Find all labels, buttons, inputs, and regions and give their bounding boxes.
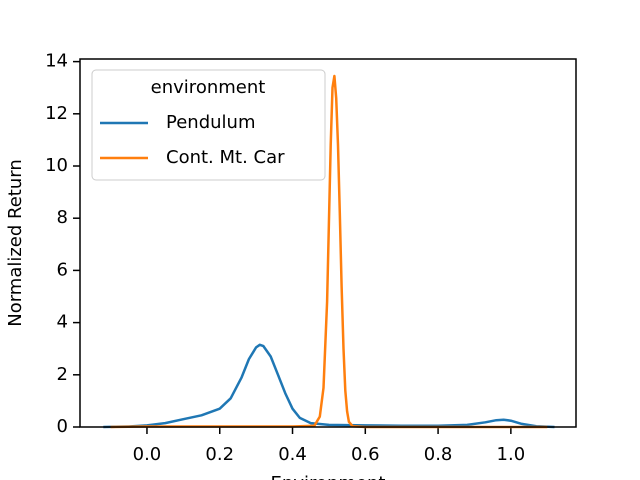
legend-label: Cont. Mt. Car <box>166 147 285 168</box>
line <box>103 343 555 429</box>
x-tick-label: 0.4 <box>278 444 307 465</box>
y-tick-label: 2 <box>57 364 68 385</box>
x-tick-label: 1.0 <box>497 444 526 465</box>
line <box>110 74 548 429</box>
y-axis-label: Normalized Return <box>5 159 26 327</box>
axes-frame <box>79 58 577 428</box>
legend-label: Pendulum <box>166 112 255 133</box>
y-tick-label: 4 <box>57 312 68 333</box>
y-tick-label: 0 <box>57 416 68 437</box>
legend-box <box>91 69 326 181</box>
y-tick-label: 6 <box>57 259 68 280</box>
y-tick-label: 14 <box>45 51 68 72</box>
x-tick-label: 0.2 <box>205 444 234 465</box>
y-tick-label: 12 <box>45 103 68 124</box>
legend-title: environment <box>151 77 266 98</box>
y-tick-label: 10 <box>45 155 68 176</box>
x-axis-label: Environment <box>271 473 386 480</box>
x-tick-label: 0.0 <box>133 444 162 465</box>
x-tick-label: 0.6 <box>351 444 380 465</box>
x-tick-label: 0.8 <box>424 444 453 465</box>
y-tick-label: 8 <box>57 207 68 228</box>
